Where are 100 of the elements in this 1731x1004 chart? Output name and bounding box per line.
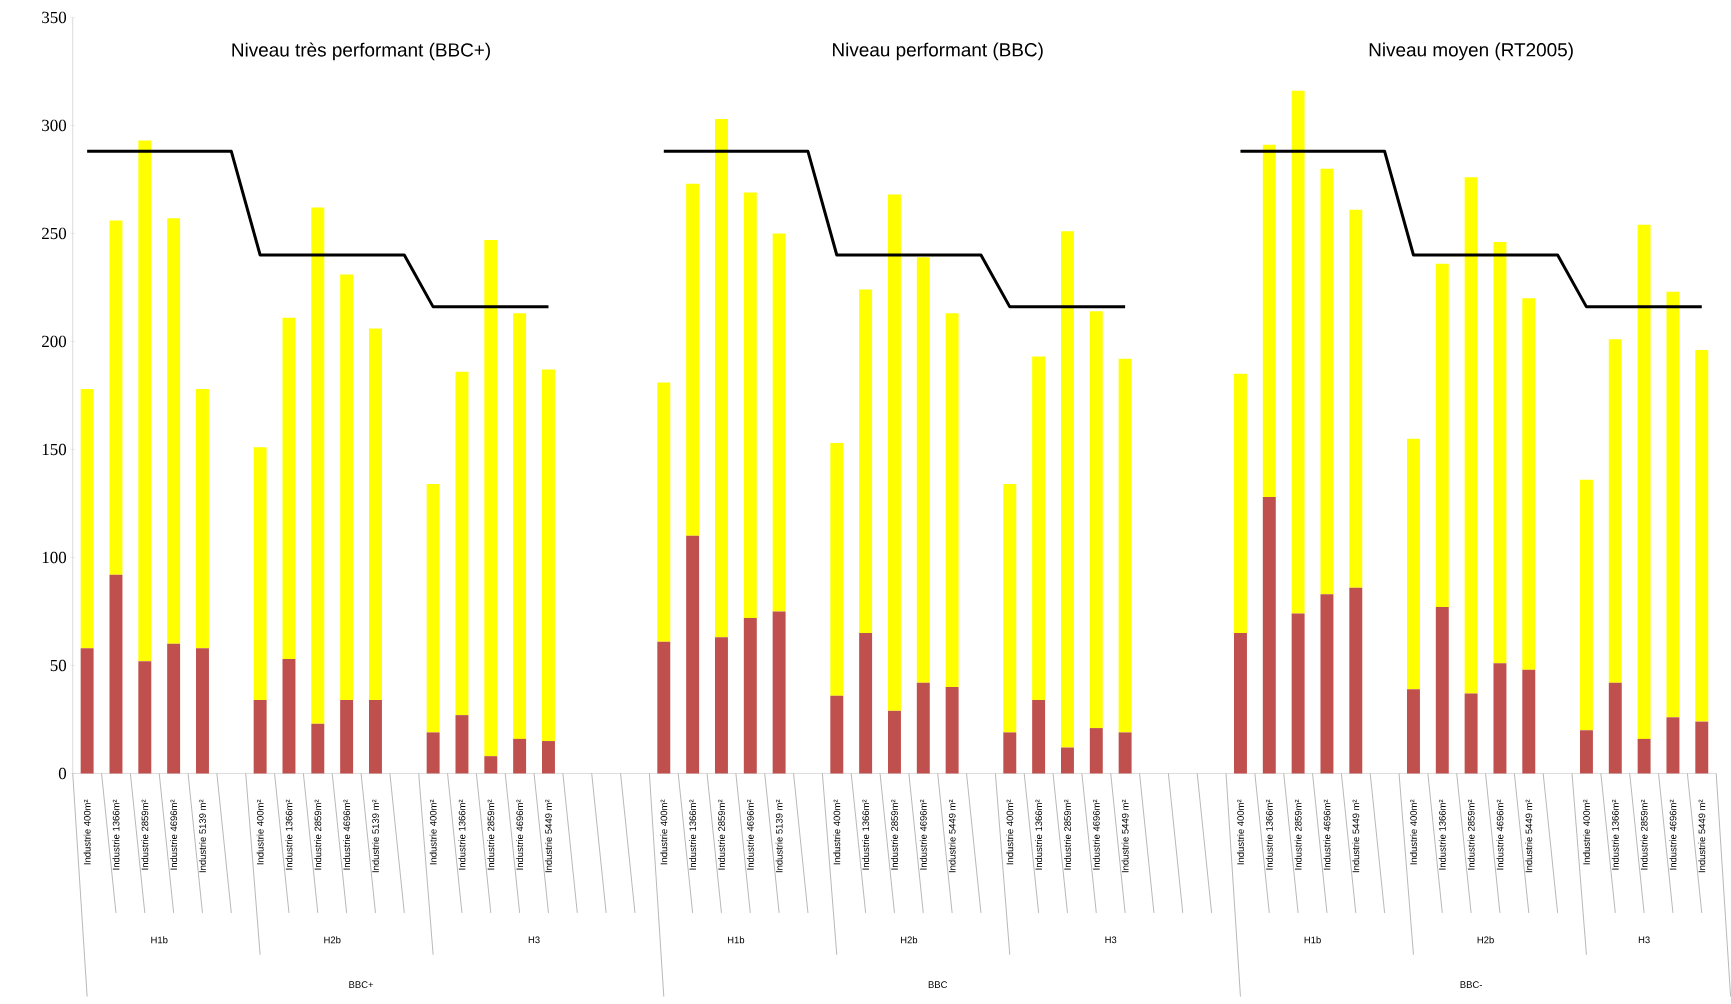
bar [887, 710, 901, 774]
x-tick-label: Industrie 5449 m² [1525, 799, 1533, 873]
bar [772, 233, 786, 612]
bar [1291, 90, 1305, 614]
x-tick-label: Industrie 1366m² [285, 799, 293, 870]
x-tick-label: Industrie 400m² [1236, 799, 1244, 865]
bar [311, 723, 325, 774]
text: H3 [1105, 936, 1117, 944]
x-tick-label: Industrie 1366m² [1611, 799, 1619, 870]
bar [887, 194, 901, 711]
text: H2b [1477, 936, 1494, 944]
bar [484, 756, 498, 774]
x-tick-label: Industrie 2859m² [890, 799, 898, 870]
bar [196, 648, 209, 774]
bar [1032, 699, 1046, 774]
bar [859, 633, 873, 774]
bar [138, 140, 152, 662]
bar [1291, 613, 1305, 774]
bar [1666, 717, 1680, 774]
bar [945, 687, 959, 774]
x-tick-label: Industrie 400m² [1409, 799, 1417, 865]
x-tick-label: Industrie 400m² [660, 799, 668, 865]
text: BBC- [1460, 981, 1482, 988]
bar [196, 388, 209, 649]
bar [1118, 732, 1132, 774]
bar [1608, 339, 1622, 683]
x-tick-label: Industrie 2859m² [314, 799, 322, 870]
bar [253, 699, 267, 774]
bar [1089, 311, 1103, 729]
x-tick-label: Industrie 5449 m² [948, 799, 956, 873]
bar [1522, 669, 1536, 774]
text: BBC [928, 981, 948, 988]
bar [830, 442, 844, 696]
bar [1118, 358, 1132, 733]
x-tick-label: Industrie 1366m² [112, 799, 120, 870]
y-tick-label: 200 [42, 335, 67, 348]
y-tick-label: 50 [50, 659, 67, 672]
x-tick-label: Industrie 2859m² [487, 799, 495, 870]
bar [109, 574, 123, 774]
annotation: Niveau performant (BBC) [833, 42, 1043, 61]
bar [859, 289, 873, 634]
bar [1464, 177, 1478, 694]
bar [945, 313, 959, 688]
x-tick-label: Industrie 5139 m² [775, 799, 783, 873]
bar [311, 207, 325, 724]
bar [686, 183, 700, 536]
bar [340, 274, 354, 700]
x-tick-label: Industrie 4696m² [1669, 799, 1677, 870]
bar [657, 641, 671, 774]
bar [1608, 682, 1622, 774]
bar [455, 371, 469, 716]
bar [340, 699, 354, 774]
x-tick-label: Industrie 2859m² [1063, 799, 1071, 870]
bar [1060, 231, 1074, 748]
bar [1233, 633, 1247, 774]
bar [686, 535, 700, 774]
x-tick-label: Industrie 1366m² [1035, 799, 1043, 870]
bar [1435, 607, 1449, 774]
bar [426, 483, 440, 733]
bar [1003, 732, 1017, 774]
x-tick-label: Industrie 1366m² [862, 799, 870, 870]
x-tick-label: Industrie 1366m² [1438, 799, 1446, 870]
x-tick-label: Industrie 400m² [1006, 799, 1014, 865]
bar [1032, 356, 1046, 700]
bar [1233, 373, 1247, 634]
bar [1666, 291, 1680, 718]
annotation: Niveau très performant (BBC+) [232, 42, 490, 61]
x-tick-label: Industrie 2859m² [717, 799, 725, 870]
bar [167, 643, 181, 774]
x-tick-label: Industrie 5449 m² [1352, 799, 1360, 873]
bar [1579, 730, 1593, 774]
bar [541, 369, 555, 742]
bar [138, 661, 152, 774]
bar [1320, 594, 1334, 774]
x-tick-label: Industrie 400m² [429, 799, 437, 865]
x-tick-label: Industrie 2859m² [1294, 799, 1302, 870]
x-tick-label: Industrie 2859m² [1467, 799, 1475, 870]
bar [1320, 168, 1334, 595]
x-tick-label: Industrie 4696m² [343, 799, 351, 870]
bar [253, 447, 267, 700]
y-tick-label: 100 [42, 551, 67, 564]
text: H1b [1304, 936, 1321, 944]
x-tick-label: Industrie 5139 m² [198, 799, 206, 873]
x-tick-label: Industrie 5449 m² [1698, 799, 1706, 873]
bar [714, 637, 728, 774]
bar [484, 239, 498, 757]
x-tick-label: Industrie 400m² [256, 799, 264, 865]
x-tick-label: Industrie 1366m² [1265, 799, 1273, 870]
bar [1262, 496, 1276, 774]
bar [1637, 738, 1651, 774]
text: H3 [1638, 936, 1650, 944]
x-tick-label: Industrie 400m² [1582, 799, 1590, 865]
y-tick-label: 350 [42, 11, 67, 24]
x-tick-label: Industrie 4696m² [1092, 799, 1100, 870]
bar [1003, 483, 1017, 733]
x-tick-label: Industrie 4696m² [516, 799, 524, 870]
bar [657, 382, 671, 642]
bar [1695, 350, 1709, 722]
bar [369, 699, 382, 774]
bar [426, 732, 440, 774]
